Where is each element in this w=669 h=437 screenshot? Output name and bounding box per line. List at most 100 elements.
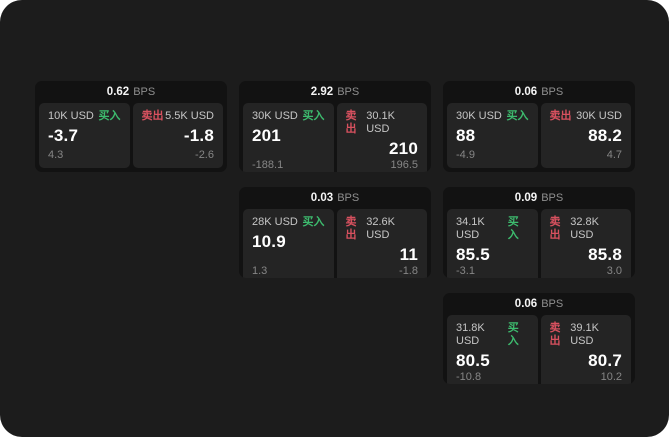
sell-notional: 5.5K USD — [165, 110, 214, 122]
buy-notional: 28K USD — [252, 216, 298, 228]
buy-side-label: 买入 — [507, 322, 519, 347]
quote-panels: 30K USD 买入 88 -4.9 卖出 30K USD 88.2 4.7 — [443, 103, 635, 172]
buy-delta: -10.8 — [456, 371, 482, 383]
sell-side-label: 卖出 — [141, 110, 164, 122]
bps-value: 0.62 — [106, 86, 130, 98]
bps-value: 0.06 — [514, 298, 538, 310]
buy-delta: 1.3 — [252, 265, 268, 277]
sell-price: 85.8 — [588, 245, 622, 264]
sell-price: -1.8 — [183, 126, 214, 145]
buy-price: 85.5 — [456, 245, 490, 264]
sell-side-label: 卖出 — [345, 216, 357, 241]
buy-delta: -4.9 — [456, 149, 475, 161]
quote-card-grid: 0.62 BPS 10K USD 买入 -3.7 4.3 卖出 5.5K USD — [35, 81, 635, 384]
buy-notional: 30K USD — [456, 110, 502, 122]
sell-notional: 30.1K USD — [366, 110, 395, 135]
sell-panel-top: 卖出 32.8K USD — [550, 216, 623, 242]
sell-delta: -2.6 — [195, 149, 214, 161]
bps-unit-label: BPS — [541, 86, 564, 98]
buy-delta: -3.1 — [456, 265, 475, 277]
quote-card: 0.03 BPS 28K USD 买入 10.9 1.3 卖出 32.6K US… — [239, 187, 431, 278]
sell-notional: 39.1K USD — [570, 322, 599, 347]
buy-panel[interactable]: 30K USD 买入 201 -188.1 — [243, 103, 334, 172]
sell-panel-top: 卖出 5.5K USD — [142, 110, 215, 123]
quote-panels: 10K USD 买入 -3.7 4.3 卖出 5.5K USD -1.8 -2.… — [35, 103, 227, 172]
sell-side-label: 卖出 — [549, 110, 572, 122]
sell-notional: 30K USD — [576, 110, 622, 122]
buy-price: -3.7 — [48, 126, 79, 145]
quote-panels: 30K USD 买入 201 -188.1 卖出 30.1K USD 210 1… — [239, 103, 431, 172]
sell-delta: 3.0 — [606, 265, 622, 277]
sell-panel-top: 卖出 39.1K USD — [550, 322, 623, 348]
buy-delta: 4.3 — [48, 149, 64, 161]
bps-value: 2.92 — [310, 86, 334, 98]
buy-panel-top: 10K USD 买入 — [48, 110, 121, 123]
sell-panel[interactable]: 卖出 32.6K USD 11 -1.8 — [336, 209, 427, 278]
buy-side-label: 买入 — [302, 216, 325, 228]
quote-panels: 28K USD 买入 10.9 1.3 卖出 32.6K USD 11 -1.8 — [239, 209, 431, 278]
bps-value: 0.06 — [514, 86, 538, 98]
bps-unit-label: BPS — [541, 192, 564, 204]
buy-notional: 30K USD — [252, 110, 298, 122]
sell-price: 80.7 — [588, 351, 622, 370]
sell-delta: 10.2 — [600, 371, 622, 383]
buy-panel-top: 34.1K USD 买入 — [456, 216, 529, 242]
bps-value: 0.09 — [514, 192, 538, 204]
sell-side-label: 卖出 — [549, 216, 561, 241]
bps-value: 0.03 — [310, 192, 334, 204]
sell-delta: 4.7 — [606, 149, 622, 161]
sell-notional: 32.8K USD — [570, 216, 599, 241]
sell-panel[interactable]: 卖出 39.1K USD 80.7 10.2 — [540, 315, 631, 384]
bps-unit-label: BPS — [337, 192, 360, 204]
sell-panel-top: 卖出 30.1K USD — [346, 110, 419, 136]
sell-delta: -1.8 — [399, 265, 418, 277]
buy-delta: -188.1 — [252, 159, 284, 171]
buy-side-label: 买入 — [98, 110, 121, 122]
card-header: 0.06 BPS — [443, 293, 635, 315]
buy-panel[interactable]: 10K USD 买入 -3.7 4.3 — [39, 103, 130, 168]
buy-panel[interactable]: 34.1K USD 买入 85.5 -3.1 — [447, 209, 538, 278]
buy-panel-top: 30K USD 买入 — [456, 110, 529, 123]
sell-panel[interactable]: 卖出 32.8K USD 85.8 3.0 — [540, 209, 631, 278]
buy-price: 201 — [252, 126, 281, 145]
sell-panel[interactable]: 卖出 30.1K USD 210 196.5 — [336, 103, 427, 172]
buy-notional: 31.8K USD — [456, 322, 485, 347]
quote-card: 0.09 BPS 34.1K USD 买入 85.5 -3.1 卖出 32.8K… — [443, 187, 635, 278]
buy-notional: 34.1K USD — [456, 216, 485, 241]
card-header: 0.62 BPS — [35, 81, 227, 103]
buy-panel[interactable]: 30K USD 买入 88 -4.9 — [447, 103, 538, 168]
sell-panel[interactable]: 卖出 5.5K USD -1.8 -2.6 — [132, 103, 223, 168]
buy-price: 80.5 — [456, 351, 490, 370]
buy-side-label: 买入 — [507, 216, 519, 241]
card-header: 2.92 BPS — [239, 81, 431, 103]
quote-panels: 34.1K USD 买入 85.5 -3.1 卖出 32.8K USD 85.8… — [443, 209, 635, 278]
sell-side-label: 卖出 — [345, 110, 357, 135]
buy-side-label: 买入 — [506, 110, 529, 122]
card-header: 0.06 BPS — [443, 81, 635, 103]
buy-panel[interactable]: 31.8K USD 买入 80.5 -10.8 — [447, 315, 538, 384]
buy-notional: 10K USD — [48, 110, 94, 122]
buy-panel[interactable]: 28K USD 买入 10.9 1.3 — [243, 209, 334, 278]
buy-price: 88 — [456, 126, 476, 145]
buy-panel-top: 30K USD 买入 — [252, 110, 325, 123]
sell-panel-top: 卖出 30K USD — [550, 110, 623, 123]
buy-panel-top: 28K USD 买入 — [252, 216, 325, 229]
buy-price: 10.9 — [252, 232, 286, 251]
bps-unit-label: BPS — [541, 298, 564, 310]
buy-panel-top: 31.8K USD 买入 — [456, 322, 529, 348]
quote-card: 2.92 BPS 30K USD 买入 201 -188.1 卖出 30.1K … — [239, 81, 431, 172]
sell-delta: 196.5 — [390, 159, 418, 171]
sell-panel[interactable]: 卖出 30K USD 88.2 4.7 — [540, 103, 631, 168]
sell-price: 88.2 — [588, 126, 622, 145]
sell-notional: 32.6K USD — [366, 216, 395, 241]
sell-price: 11 — [399, 245, 418, 264]
buy-side-label: 买入 — [302, 110, 325, 122]
sell-price: 210 — [389, 139, 418, 158]
sell-panel-top: 卖出 32.6K USD — [346, 216, 419, 242]
quote-card: 0.06 BPS 31.8K USD 买入 80.5 -10.8 卖出 39.1… — [443, 293, 635, 384]
card-header: 0.03 BPS — [239, 187, 431, 209]
bps-unit-label: BPS — [337, 86, 360, 98]
quote-card: 0.06 BPS 30K USD 买入 88 -4.9 卖出 30K USD — [443, 81, 635, 172]
quote-panels: 31.8K USD 买入 80.5 -10.8 卖出 39.1K USD 80.… — [443, 315, 635, 384]
